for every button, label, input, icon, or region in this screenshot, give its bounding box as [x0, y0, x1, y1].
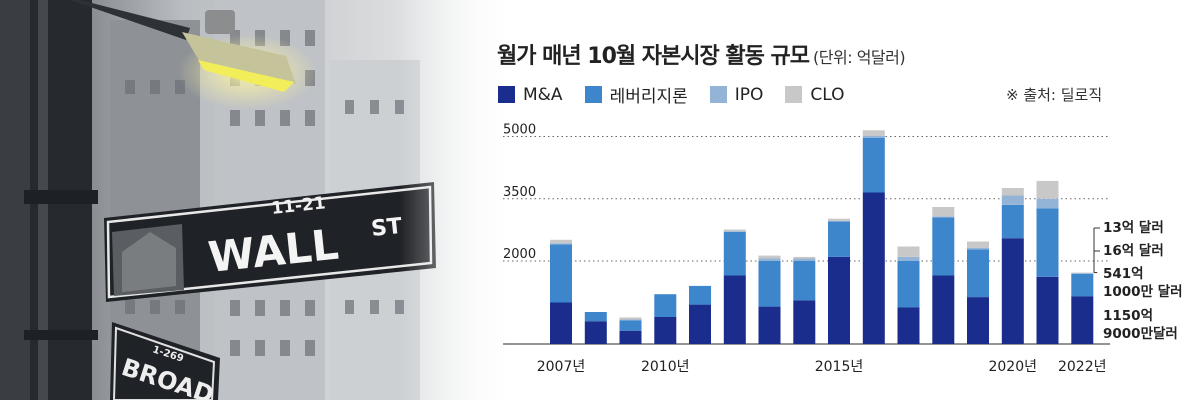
chart-legend: M&A 레버리지론 IPO CLO — [498, 82, 867, 107]
bar-segment-clo-2012 — [723, 229, 746, 232]
bar-segment-ma-2010 — [654, 317, 677, 344]
annotation-leveraged: 541억 1000만 달러 — [1103, 266, 1183, 300]
sign-suffix: ST — [370, 214, 403, 242]
broad-st-sign: 1-269 BROAD — [110, 322, 220, 400]
chart-header: 월가 매년 10월 자본시장 활동 규모 (단위: 억달러) — [497, 38, 906, 70]
bar-segment-leveraged-2009 — [619, 320, 642, 331]
bar-segment-leveraged-2021 — [1036, 208, 1059, 277]
legend-label-clo: CLO — [810, 84, 845, 105]
bar-segment-leveraged-2016 — [862, 137, 885, 193]
bar-segment-leveraged-2019 — [967, 249, 989, 298]
bar-segment-leveraged-2022 — [1071, 273, 1094, 297]
bar-segment-clo-2018 — [932, 207, 955, 217]
annotation-clo: 13억 달러 — [1103, 220, 1164, 236]
bar-segment-clo-2013 — [758, 255, 781, 259]
bar-segment-ma-2013 — [758, 306, 781, 344]
bar-segment-ma-2012 — [723, 275, 746, 344]
bar-segment-ipo-2017 — [897, 256, 920, 261]
bar-segment-ipo-2016 — [862, 135, 885, 138]
bar-segment-leveraged-2011 — [689, 285, 711, 305]
chart-source: ※ 출처: 딜로직 — [1006, 86, 1103, 104]
bar-segment-ipo-2021 — [1036, 198, 1059, 209]
bar-segment-ma-2008 — [584, 321, 607, 344]
bar-segment-ma-2018 — [932, 275, 955, 344]
bar-segment-clo-2019 — [967, 241, 989, 248]
bar-segment-leveraged-2014 — [793, 261, 816, 301]
bar-segment-clo-2015 — [828, 218, 850, 221]
wall-street-photo: 11-21 WALL ST 1-269 BROAD — [0, 0, 520, 400]
bar-segment-clo-2022 — [1071, 272, 1094, 274]
bar-segment-leveraged-2018 — [932, 217, 955, 276]
bar-segment-ma-2021 — [1036, 276, 1059, 344]
bar-segment-leveraged-2020 — [1001, 205, 1024, 239]
bar-segment-ipo-2015 — [828, 220, 850, 222]
wall-st-sign: 11-21 WALL ST — [104, 182, 436, 302]
legend-swatch-ipo — [709, 86, 727, 103]
legend-swatch-ma — [498, 86, 515, 103]
bar-segment-ma-2020 — [1001, 238, 1024, 344]
y-tick-label: 5000 — [503, 123, 536, 138]
bar-segment-clo-2007 — [550, 239, 572, 244]
legend-item-ipo: IPO — [709, 84, 764, 105]
bar-segment-ipo-2012 — [723, 231, 746, 232]
bar-segment-ma-2009 — [619, 330, 642, 344]
legend-swatch-clo — [785, 86, 803, 103]
bar-segment-ma-2022 — [1071, 296, 1094, 344]
chart-title: 월가 매년 10월 자본시장 활동 규모 — [497, 44, 810, 69]
bar-segment-ipo-2022 — [1071, 273, 1094, 274]
bar-segment-leveraged-2015 — [828, 221, 850, 257]
bar-segment-clo-2021 — [1036, 180, 1059, 199]
legend-item-clo: CLO — [785, 84, 845, 105]
x-tick-label: 2007년 — [537, 359, 586, 375]
bar-segment-leveraged-2007 — [550, 244, 572, 303]
bar-segment-clo-2016 — [862, 130, 885, 136]
bar-segment-ma-2016 — [862, 192, 885, 344]
bar-segment-ipo-2014 — [793, 258, 816, 261]
bar-segment-ma-2007 — [550, 302, 572, 344]
annotation-ma: 1150억 9000만달러 — [1103, 308, 1178, 342]
bar-segment-ma-2015 — [828, 256, 850, 344]
bar-segment-ipo-2007 — [550, 243, 572, 245]
bar-segment-clo-2014 — [793, 256, 816, 259]
bar-segment-clo-2020 — [1001, 188, 1024, 196]
chart-unit: (단위: 억달러) — [813, 48, 906, 67]
bar-segment-ipo-2018 — [932, 216, 955, 218]
x-tick-label: 2022년 — [1058, 359, 1107, 375]
x-tick-label: 2020년 — [988, 359, 1037, 375]
bar-segment-ma-2017 — [897, 307, 920, 344]
bar-segment-clo-2009 — [619, 317, 642, 320]
bar-segment-ipo-2020 — [1001, 195, 1024, 205]
bar-segment-leveraged-2008 — [584, 312, 607, 322]
legend-label-ma: M&A — [523, 84, 563, 105]
bar-segment-ma-2014 — [793, 300, 816, 344]
bar-segment-ma-2011 — [689, 304, 711, 344]
bar-segment-leveraged-2010 — [654, 294, 677, 317]
y-tick-label: 3500 — [503, 185, 536, 200]
bar-segment-ipo-2019 — [967, 247, 989, 250]
legend-label-leveraged-loan: 레버리지론 — [609, 87, 688, 107]
y-tick-label: 2000 — [503, 247, 536, 262]
bar-segment-leveraged-2017 — [897, 261, 920, 308]
legend-label-ipo: IPO — [734, 84, 764, 105]
legend-item-leveraged-loan: 레버리지론 — [584, 82, 688, 107]
bar-segment-leveraged-2013 — [758, 261, 781, 307]
bar-segment-leveraged-2012 — [723, 231, 746, 276]
bar-segment-ipo-2009 — [619, 319, 642, 321]
x-tick-label: 2015년 — [815, 359, 864, 375]
x-tick-label: 2010년 — [641, 359, 690, 375]
bar-segment-clo-2017 — [897, 246, 920, 257]
bar-segment-ma-2019 — [967, 297, 989, 344]
bar-segment-ipo-2013 — [758, 258, 781, 261]
legend-item-ma: M&A — [498, 85, 563, 105]
annotation-ipo: 16억 달러 — [1103, 243, 1164, 259]
legend-swatch-leveraged-loan — [584, 86, 602, 103]
